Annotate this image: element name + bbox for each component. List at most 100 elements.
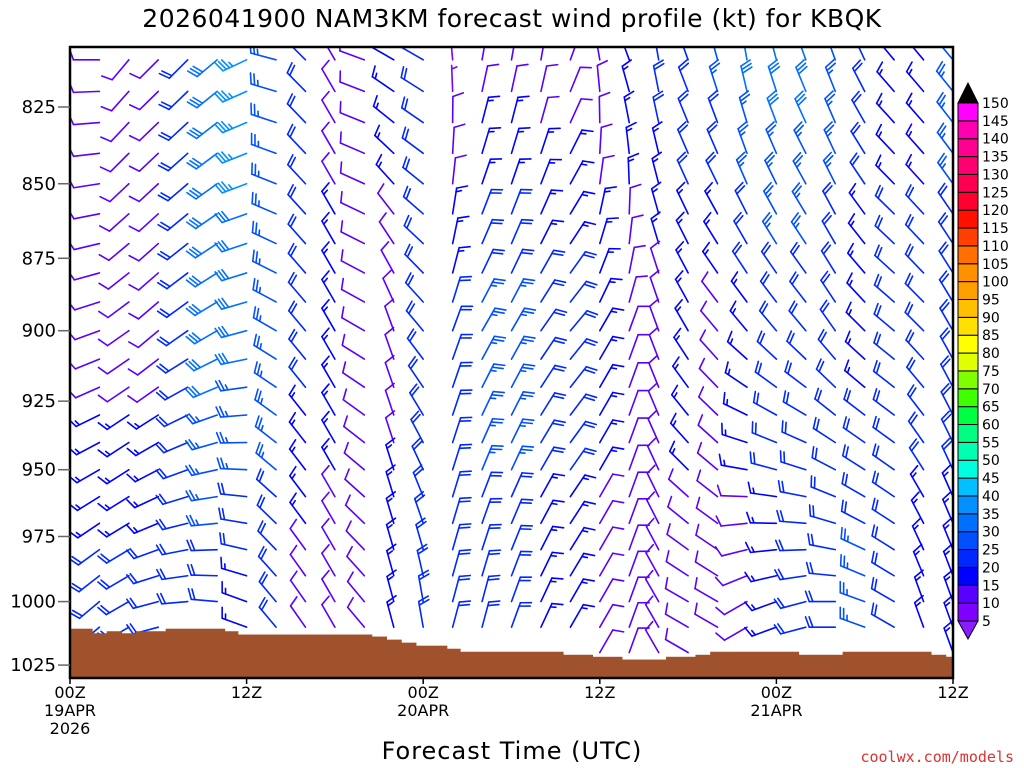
colorbar-swatch	[957, 334, 979, 354]
barb-feather	[551, 252, 564, 257]
barb-feather	[608, 280, 616, 284]
wind-barb	[97, 441, 130, 458]
colorbar-swatch	[957, 602, 979, 622]
barb-feather	[156, 338, 168, 347]
barb-feather	[585, 393, 598, 399]
barb-feather	[404, 158, 411, 171]
wind-barb	[812, 416, 837, 444]
barb-feather	[214, 271, 223, 282]
barb-staff	[289, 579, 307, 603]
barb-feather	[808, 616, 814, 628]
barb-feather	[186, 563, 192, 576]
wind-barb	[344, 468, 366, 498]
barb-feather	[846, 242, 854, 254]
barb-feather	[939, 155, 947, 167]
barb-staff	[339, 172, 366, 185]
wind-barb	[569, 338, 598, 360]
barb-staff	[696, 452, 719, 471]
barb-feather	[646, 491, 656, 501]
terrain-segment	[621, 659, 667, 678]
barb-feather	[259, 342, 263, 350]
barb-feather	[458, 574, 472, 578]
wind-barb	[258, 596, 277, 628]
barb-feather	[763, 215, 773, 226]
barb-staff	[111, 59, 130, 81]
barb-feather	[340, 190, 343, 204]
barb-feather	[941, 358, 951, 369]
barb-feather	[942, 413, 952, 424]
barb-feather	[128, 134, 141, 142]
barb-feather	[819, 299, 828, 311]
barb-feather	[158, 416, 169, 426]
barb-feather	[873, 331, 879, 344]
barb-feather	[551, 551, 565, 555]
wind-barb	[251, 220, 277, 245]
barb-staff	[292, 48, 307, 61]
wind-barb	[214, 120, 248, 134]
barb-feather	[519, 397, 527, 400]
barb-feather	[583, 340, 596, 347]
wind-barb	[252, 277, 277, 303]
barb-feather	[487, 578, 500, 581]
wind-barb	[904, 243, 925, 274]
barb-feather	[645, 517, 655, 528]
barb-feather	[652, 90, 664, 98]
barb-feather	[343, 441, 349, 454]
wind-barb	[674, 298, 689, 332]
wind-barb	[412, 464, 425, 498]
wind-barb	[628, 214, 644, 245]
barb-feather	[254, 193, 257, 206]
x-tick-label: 12Z	[584, 683, 615, 702]
barb-feather	[583, 221, 597, 226]
barb-feather	[520, 394, 534, 398]
colorbar-swatch	[957, 263, 979, 283]
barb-feather	[519, 222, 533, 225]
wind-barb	[184, 413, 218, 425]
barb-feather	[671, 448, 676, 455]
colorbar-label: 10	[982, 596, 1000, 612]
barb-feather	[707, 90, 718, 99]
barb-feather	[322, 390, 329, 397]
barb-feather	[905, 61, 913, 73]
barb-feather	[650, 211, 661, 220]
wind-barb	[451, 549, 472, 577]
barb-staff	[646, 472, 660, 498]
y-tick-label: 875	[22, 248, 56, 269]
barb-feather	[758, 300, 766, 312]
barb-feather	[797, 65, 808, 75]
barb-feather	[192, 127, 204, 135]
barb-feather	[97, 476, 108, 485]
wind-barb	[907, 411, 925, 444]
barb-feather	[158, 72, 171, 80]
wind-barb	[510, 307, 537, 332]
barb-feather	[291, 446, 296, 453]
barb-feather	[581, 503, 589, 507]
barb-feather	[756, 330, 763, 343]
barb-staff	[73, 301, 101, 311]
barb-feather	[155, 494, 164, 506]
wind-barb	[128, 301, 160, 320]
barb-feather	[704, 249, 709, 256]
barb-feather	[787, 362, 792, 375]
wind-barb	[569, 526, 596, 551]
barb-staff	[341, 316, 366, 332]
credit-link[interactable]: coolwx.com/models	[860, 748, 1014, 766]
barb-feather	[550, 189, 564, 192]
wind-barb	[321, 491, 336, 525]
wind-barb	[128, 329, 160, 349]
barb-feather	[522, 391, 536, 394]
barb-feather	[651, 188, 658, 194]
barb-feather	[715, 606, 726, 616]
barb-feather	[219, 431, 226, 444]
barb-feather	[611, 446, 625, 450]
barb-feather	[907, 161, 912, 168]
barb-feather	[133, 475, 140, 481]
barb-feather	[385, 437, 396, 446]
barb-feather	[909, 414, 918, 425]
barb-feather	[375, 102, 379, 110]
barb-feather	[610, 422, 618, 425]
wind-barb	[675, 211, 689, 245]
barb-feather	[97, 502, 108, 512]
wind-barb	[510, 363, 536, 389]
barb-feather	[908, 68, 913, 76]
